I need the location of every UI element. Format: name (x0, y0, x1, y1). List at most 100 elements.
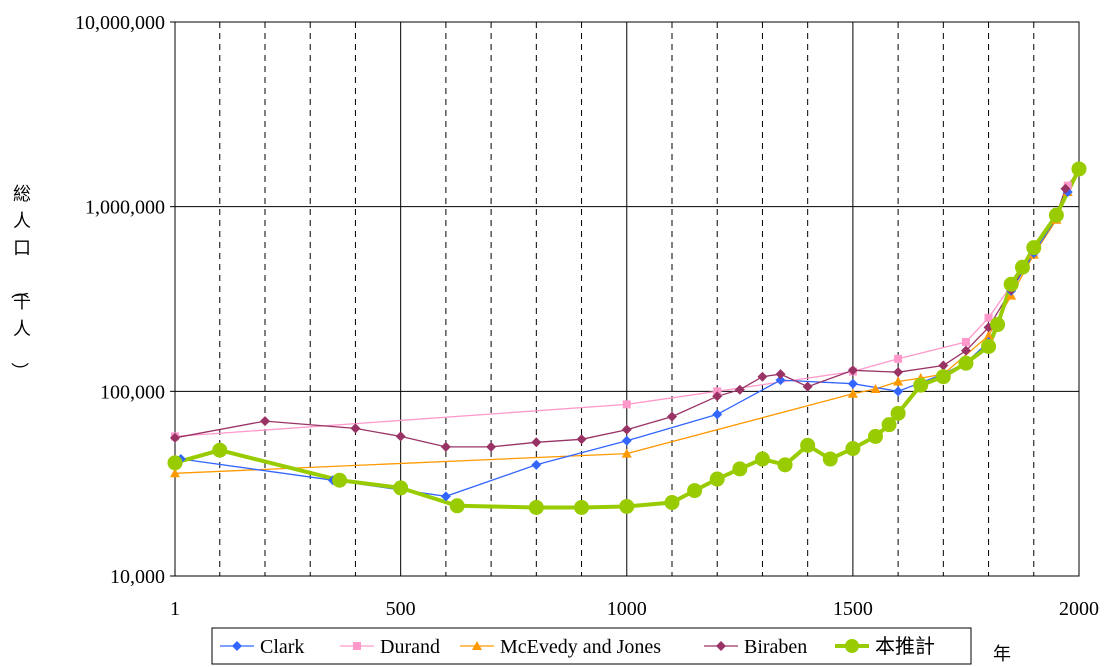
legend: Clark Durand McEvedy and Jones Biraben 本推計 (211, 627, 972, 665)
data-point-honsuikei (890, 405, 906, 421)
y-axis-label-char: 人 (13, 211, 31, 232)
legend-marker-durand (353, 642, 361, 650)
data-point-clark (847, 378, 858, 389)
y-tick-label: 10,000 (110, 566, 165, 588)
data-point-honsuikei (709, 471, 725, 487)
data-point-biraben (847, 365, 858, 376)
data-point-mcevedy-and-jones (170, 468, 180, 478)
data-point-biraben (531, 437, 542, 448)
grid-lines (175, 22, 1079, 576)
y-axis-label-char: ） (8, 362, 29, 380)
data-point-honsuikei (1048, 207, 1064, 223)
y-axis-label: 総人口（千人） (8, 184, 31, 380)
legend-label-durand: Durand (380, 636, 440, 658)
data-point-honsuikei (393, 480, 409, 496)
series-line-clark (180, 170, 1080, 497)
data-point-biraben (960, 345, 971, 356)
data-point-honsuikei (845, 441, 861, 457)
data-point-honsuikei (800, 437, 816, 453)
data-point-honsuikei (664, 495, 680, 511)
data-point-clark (775, 375, 786, 386)
legend-label-clark: Clark (260, 636, 304, 658)
legend-marker-biraben (716, 641, 726, 651)
legend-label-mcevedy-and-jones: McEvedy and Jones (500, 636, 661, 658)
legend-marker-honsuikei (845, 639, 859, 653)
data-point-biraben (712, 391, 723, 402)
data-point-biraben (259, 416, 270, 427)
y-tick-label: 10,000,000 (75, 12, 165, 34)
legend-marker-clark (232, 641, 242, 651)
data-point-biraben (621, 424, 632, 435)
data-point-honsuikei (1026, 240, 1042, 256)
data-point-durand (622, 400, 631, 409)
x-tick-label: 1500 (833, 598, 873, 620)
data-point-honsuikei (981, 338, 997, 354)
data-point-honsuikei (449, 498, 465, 514)
data-point-biraben (775, 369, 786, 380)
data-point-durand (984, 313, 993, 322)
x-tick-label: 1 (170, 598, 180, 620)
data-point-honsuikei (990, 317, 1006, 333)
y-tick-label: 1,000,000 (85, 197, 165, 219)
data-point-honsuikei (935, 369, 951, 385)
data-point-clark (893, 386, 904, 397)
data-point-biraben (350, 423, 361, 434)
data-point-biraben (1060, 183, 1071, 194)
x-tick-label: 2000 (1059, 598, 1099, 620)
data-point-honsuikei (687, 483, 703, 499)
data-point-mcevedy-and-jones (893, 376, 904, 386)
data-point-biraben (170, 432, 180, 443)
data-point-biraben (893, 367, 904, 378)
legend-label-biraben: Biraben (744, 636, 807, 658)
x-tick-label: 1000 (607, 598, 647, 620)
data-point-honsuikei (913, 377, 929, 393)
data-point-biraben (666, 411, 677, 422)
data-point-honsuikei (777, 457, 793, 473)
y-axis-label-char: 総 (13, 184, 31, 205)
data-point-durand (894, 354, 903, 363)
data-point-honsuikei (528, 499, 544, 515)
data-point-honsuikei (958, 355, 974, 371)
data-point-mcevedy-and-jones (983, 330, 994, 340)
data-point-honsuikei (1014, 259, 1030, 275)
x-axis-ticks: 1 500 1000 1500 2000 (170, 598, 1099, 620)
y-axis-label-char: 千 (13, 292, 31, 313)
data-point-honsuikei (332, 472, 348, 488)
data-point-mcevedy-and-jones (847, 388, 858, 398)
data-point-biraben (757, 371, 768, 382)
data-point-biraben (486, 441, 497, 452)
data-point-durand (1063, 181, 1072, 190)
data-point-biraben (802, 381, 813, 392)
data-point-honsuikei (212, 442, 228, 458)
data-point-honsuikei (867, 428, 883, 444)
data-point-honsuikei (1071, 161, 1087, 177)
x-tick-label: 500 (386, 598, 416, 620)
data-point-biraben (734, 384, 745, 395)
legend-label-honsuikei: 本推計 (875, 635, 935, 658)
x-axis-label: 年 (993, 644, 1011, 665)
y-tick-label: 100,000 (100, 381, 165, 403)
data-point-honsuikei (754, 451, 770, 467)
series-markers (167, 161, 1087, 515)
y-axis-ticks: 10,000 100,000 1,000,000 10,000,000 (75, 12, 175, 588)
data-point-honsuikei (1003, 276, 1019, 292)
legend-marker-mcevedy-and-jones (472, 641, 482, 650)
data-point-clark (621, 435, 632, 446)
data-point-honsuikei (574, 499, 590, 515)
data-point-mcevedy-and-jones (621, 448, 632, 458)
plot-area-border (174, 21, 1080, 577)
y-axis-label-char: （ (8, 281, 29, 299)
data-point-honsuikei (881, 417, 897, 433)
y-axis-label-char: 人 (13, 319, 31, 340)
data-point-biraben (938, 360, 949, 371)
data-point-biraben (395, 431, 406, 442)
data-point-honsuikei (167, 455, 183, 471)
data-point-clark (440, 491, 451, 502)
data-point-honsuikei (619, 498, 635, 514)
data-point-clark (712, 409, 723, 420)
data-point-durand (961, 337, 970, 346)
y-axis-label-char: 口 (13, 238, 31, 259)
data-point-honsuikei (732, 461, 748, 477)
data-point-clark (531, 459, 542, 470)
